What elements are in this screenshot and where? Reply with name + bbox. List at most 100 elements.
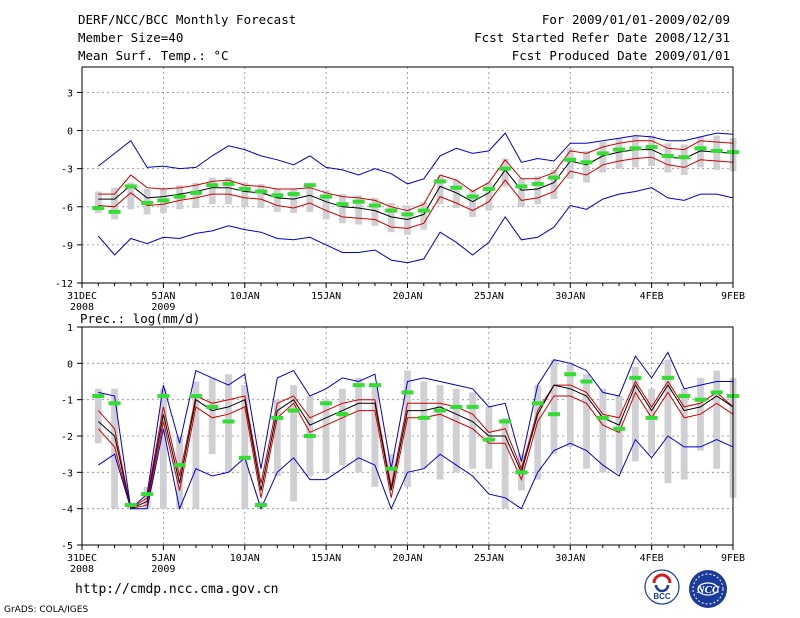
temp-observed-marker bbox=[352, 199, 365, 204]
temp-observed-marker bbox=[580, 160, 593, 165]
precip-observed-marker bbox=[629, 375, 642, 380]
temp-observed-marker bbox=[596, 151, 609, 156]
temp-line-spread_high bbox=[98, 140, 734, 212]
temp-range-box bbox=[355, 195, 363, 225]
chart-title: DERF/NCC/BCC Monthly Forecast bbox=[78, 12, 297, 27]
temp-ytick-label: 0 bbox=[67, 127, 73, 138]
precip-xtick-label: 31DEC bbox=[67, 553, 97, 564]
precip-xtick-label: 9FEB bbox=[721, 553, 745, 564]
precip-observed-marker bbox=[694, 397, 707, 402]
precip-observed-marker bbox=[255, 503, 268, 508]
precip-range-box bbox=[615, 396, 623, 473]
precip-observed-marker bbox=[206, 404, 219, 409]
precip-observed-marker bbox=[678, 394, 691, 399]
precip-range-box bbox=[192, 381, 200, 509]
temp-line-max bbox=[97, 132, 734, 185]
precip-observed-marker bbox=[466, 404, 479, 409]
temp-range-box bbox=[615, 138, 623, 169]
precip-observed-marker bbox=[157, 394, 170, 399]
precip-observed-marker bbox=[661, 375, 674, 380]
temp-observed-marker bbox=[564, 157, 577, 162]
temp-ytick-label: -3 bbox=[61, 165, 73, 176]
temp-observed-marker bbox=[450, 185, 463, 190]
temp-range-box bbox=[322, 190, 330, 220]
precip-range-box bbox=[599, 388, 607, 473]
temp-observed-marker bbox=[108, 209, 121, 214]
precip-xtick-year: 2009 bbox=[151, 564, 175, 575]
temp-observed-marker bbox=[336, 202, 349, 207]
precip-range-box bbox=[241, 385, 249, 509]
precip-ytick-label: -3 bbox=[61, 468, 73, 479]
precip-range-box bbox=[420, 381, 428, 469]
precip-range-box bbox=[664, 359, 672, 484]
precip-range-box bbox=[680, 388, 688, 480]
precip-ytick-label: 1 bbox=[67, 323, 73, 334]
member-size-label: Member Size=40 bbox=[78, 30, 184, 45]
temp-observed-marker bbox=[434, 179, 447, 184]
temp-range-box bbox=[534, 176, 542, 205]
temp-line-min bbox=[97, 187, 734, 264]
precip-range-box bbox=[111, 388, 118, 509]
temp-observed-marker bbox=[92, 206, 105, 211]
temp-observed-marker bbox=[287, 192, 300, 197]
precip-xtick-label: 5JAN bbox=[151, 553, 175, 564]
temp-xtick-year: 2008 bbox=[70, 302, 94, 313]
precip-observed-marker bbox=[385, 466, 398, 471]
precip-range-box bbox=[648, 388, 656, 455]
temp-xtick-label: 30JAN bbox=[555, 291, 585, 302]
precip-observed-marker bbox=[108, 401, 121, 406]
temp-observed-marker bbox=[157, 198, 170, 203]
precip-observed-marker bbox=[515, 470, 528, 475]
temp-range-box bbox=[469, 190, 477, 217]
precip-range-box bbox=[534, 385, 542, 480]
precip-observed-marker bbox=[580, 379, 593, 384]
temp-range-box bbox=[404, 205, 411, 235]
precip-line-spread_low bbox=[97, 391, 734, 510]
temp-range-box bbox=[338, 194, 346, 224]
precip-xtick-year: 2008 bbox=[70, 564, 94, 575]
temp-range-box bbox=[306, 185, 314, 212]
temp-ytick-label: -6 bbox=[61, 203, 73, 214]
temp-range-box bbox=[599, 141, 607, 173]
temp-observed-marker bbox=[401, 212, 414, 217]
source-url[interactable]: http://cmdp.ncc.cma.gov.cn bbox=[75, 582, 279, 597]
temp-range-box bbox=[697, 136, 704, 168]
precip-observed-marker bbox=[564, 372, 577, 377]
temp-observed-marker bbox=[320, 194, 333, 199]
temp-observed-marker bbox=[515, 184, 528, 189]
precip-observed-marker bbox=[222, 419, 235, 424]
temp-range-box bbox=[501, 158, 509, 187]
temp-ytick-label: -12 bbox=[55, 279, 73, 290]
temp-range-box bbox=[225, 177, 232, 205]
temp-range-box bbox=[631, 135, 639, 168]
temp-observed-marker bbox=[173, 194, 186, 199]
temp-range-box bbox=[111, 187, 118, 220]
temp-range-box bbox=[452, 180, 460, 209]
temp-xtick-label: 15JAN bbox=[311, 291, 341, 302]
precip-observed-marker bbox=[645, 415, 658, 420]
temp-observed-marker bbox=[547, 175, 560, 180]
temp-xtick-label: 31DEC bbox=[67, 291, 97, 302]
grads-credit: GrADS: COLA/IGES bbox=[4, 605, 89, 615]
precip-observed-marker bbox=[417, 415, 430, 420]
precip-ytick-label: -4 bbox=[61, 505, 73, 516]
temp-range-box bbox=[273, 188, 281, 212]
precip-range-box bbox=[322, 399, 330, 473]
temp-observed-marker bbox=[141, 200, 154, 205]
precip-range-box bbox=[583, 374, 590, 469]
temp-range-box bbox=[192, 182, 200, 209]
precip-xtick-label: 15JAN bbox=[311, 553, 341, 564]
precip-range-box bbox=[290, 385, 297, 502]
temp-range-box bbox=[371, 197, 379, 226]
temp-observed-marker bbox=[271, 193, 284, 198]
temp-range-box bbox=[241, 182, 249, 207]
precip-observed-marker bbox=[238, 455, 251, 460]
bcc-logo-text: BCC bbox=[653, 592, 671, 601]
temp-observed-marker bbox=[255, 189, 268, 194]
forecast-start-date: Fcst Started Refer Date 2008/12/31 bbox=[474, 30, 730, 45]
precip-line-min bbox=[98, 428, 734, 511]
precip-xtick-label: 4FEB bbox=[640, 553, 664, 564]
temp-observed-marker bbox=[678, 155, 691, 160]
temp-observed-marker bbox=[124, 184, 137, 189]
